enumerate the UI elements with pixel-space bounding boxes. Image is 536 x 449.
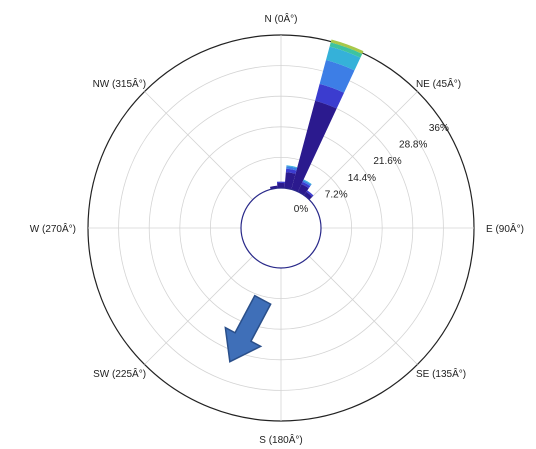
sector-2-bin-1 [301, 181, 311, 189]
sector-4-bin-0 [277, 182, 285, 189]
direction-label-s: S (180Â°) [259, 433, 302, 446]
ring-label-0: 0% [294, 204, 309, 215]
calm-circle [240, 187, 322, 269]
spoke-nw [144, 91, 253, 200]
direction-label-e: E (90Â°) [486, 222, 524, 235]
sector-0-bin-5 [330, 39, 364, 54]
direction-label-nw: NW (315Â°) [93, 77, 146, 90]
direction-labels: N (0Â°) NE (45Â°) E (90Â°) SE (135Â°) S (180… [30, 12, 524, 446]
ring-label-2: 14.4% [348, 173, 376, 184]
sector-5-bin-0 [269, 185, 278, 190]
sector-1-bin-0 [284, 172, 296, 190]
sector-3-bin-0 [303, 191, 313, 200]
sector-0-bin-0 [291, 100, 337, 192]
sector-0-bin-2 [319, 60, 355, 93]
polar-grid [87, 34, 475, 422]
sector-2-bin-2 [302, 180, 312, 187]
sector-0-bin-3 [326, 46, 361, 71]
ring-label-4: 28.8% [399, 140, 427, 151]
ring-label-5: 36% [429, 123, 449, 134]
sector-1-bin-2 [286, 166, 298, 171]
sector-4-bin-1 [276, 181, 286, 184]
spoke-se [309, 256, 418, 365]
sector-2-bin-0 [297, 184, 309, 196]
annotation-layer [224, 294, 272, 363]
direction-label-sw: SW (225Â°) [93, 367, 146, 380]
ring-label-3: 21.6% [373, 156, 401, 167]
direction-label-n: N (0Â°) [265, 12, 298, 25]
spoke-sw [144, 256, 253, 365]
direction-label-se: SE (135Â°) [416, 367, 466, 380]
sector-0-bin-1 [315, 83, 345, 109]
sector-0-bin-4 [329, 42, 363, 58]
direction-label-w: W (270Â°) [30, 222, 76, 235]
direction-label-ne: NE (45Â°) [416, 77, 461, 90]
direction-arrow [224, 294, 272, 363]
wind-sectors [269, 39, 364, 200]
sector-1-bin-1 [285, 168, 297, 174]
spoke-ne [309, 91, 418, 200]
sector-3-bin-1 [306, 190, 314, 197]
ring-label-1: 7.2% [325, 190, 348, 201]
sector-1-bin-3 [286, 165, 298, 169]
ring-labels: 0% 7.2%14.4% 21.6% 28.8%36% [294, 123, 449, 215]
sector-2-bin-3 [303, 179, 312, 185]
arrow-shape [224, 294, 272, 363]
calm-circle-layer [240, 187, 322, 269]
